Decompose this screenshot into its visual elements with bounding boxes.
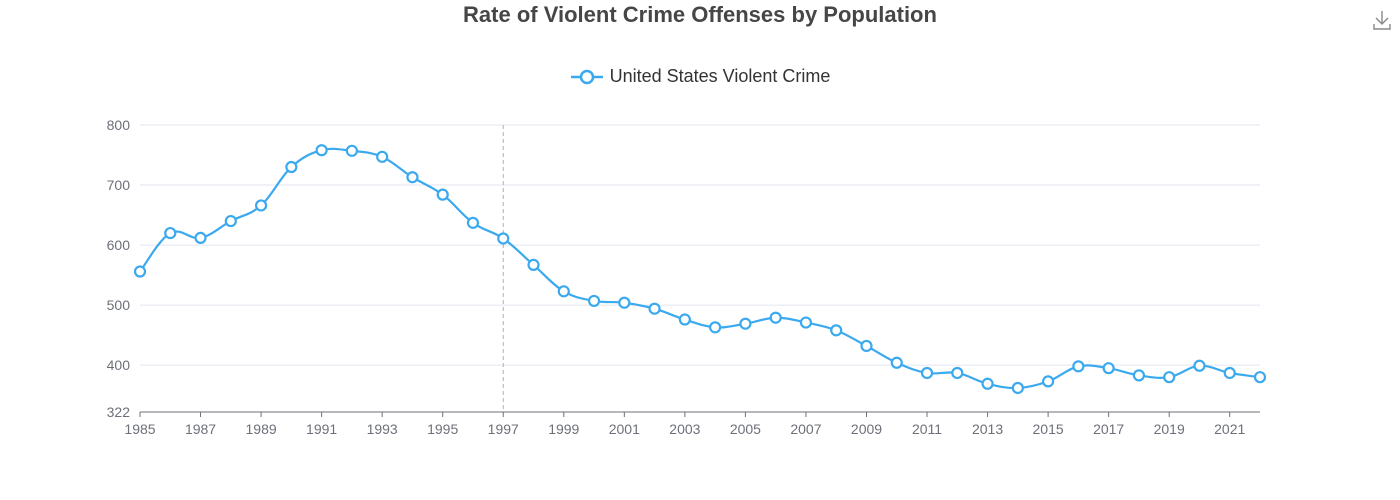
data-point-1994[interactable] <box>406 171 419 184</box>
data-point-2010[interactable] <box>890 356 903 369</box>
data-point-2020[interactable] <box>1193 359 1206 372</box>
data-point-1996[interactable] <box>466 216 480 229</box>
x-tick-label: 2011 <box>912 421 942 437</box>
data-point-2005[interactable] <box>739 317 752 330</box>
x-tick-label: 2015 <box>1033 421 1064 437</box>
data-point-2012[interactable] <box>951 366 964 380</box>
legend-item[interactable]: United States Violent Crime <box>570 66 831 87</box>
data-point-1992[interactable] <box>345 144 358 157</box>
data-point-1995[interactable] <box>436 188 449 201</box>
data-point-2014[interactable] <box>1011 381 1024 395</box>
data-point-2002[interactable] <box>648 302 661 315</box>
x-tick-label: 2005 <box>730 421 761 437</box>
data-point-2015[interactable] <box>1042 375 1055 388</box>
download-button[interactable] <box>1370 8 1394 32</box>
data-point-2007[interactable] <box>799 316 813 329</box>
data-point-2013[interactable] <box>981 377 994 390</box>
data-point-2001[interactable] <box>618 296 631 309</box>
data-point-1999[interactable] <box>557 285 570 298</box>
data-point-1989[interactable] <box>254 199 268 212</box>
legend-label: United States Violent Crime <box>609 66 831 86</box>
data-point-2006[interactable] <box>769 311 782 324</box>
x-tick-label: 2019 <box>1154 421 1185 437</box>
x-tick-label: 1987 <box>185 421 216 437</box>
data-point-2021[interactable] <box>1223 366 1236 380</box>
chart-title: Rate of Violent Crime Offenses by Popula… <box>463 2 937 27</box>
data-point-2011[interactable] <box>920 366 934 380</box>
data-point-1988[interactable] <box>224 214 237 228</box>
data-point-1987[interactable] <box>194 231 207 244</box>
x-tick-label: 1989 <box>246 421 277 437</box>
data-point-2022[interactable] <box>1253 371 1267 384</box>
data-point-2016[interactable] <box>1072 360 1085 373</box>
data-point-1990[interactable] <box>285 160 298 174</box>
legend: United States Violent Crime <box>0 66 1400 87</box>
data-point-1985[interactable] <box>133 265 147 278</box>
data-point-1991[interactable] <box>315 144 328 157</box>
data-point-2003[interactable] <box>678 313 691 326</box>
data-point-2008[interactable] <box>830 324 843 337</box>
data-point-1993[interactable] <box>376 150 389 163</box>
legend-marker-icon <box>570 69 603 84</box>
x-tick-label: 1985 <box>124 421 155 437</box>
x-tick-label: 1999 <box>548 421 579 437</box>
data-point-2019[interactable] <box>1163 371 1176 384</box>
y-tick-label: 500 <box>107 297 131 313</box>
data-point-2000[interactable] <box>587 294 601 308</box>
data-point-2018[interactable] <box>1132 369 1146 382</box>
data-point-1997[interactable] <box>497 232 510 245</box>
download-icon <box>1373 11 1391 30</box>
data-point-1986[interactable] <box>164 226 177 240</box>
data-point-1998[interactable] <box>527 258 540 271</box>
x-tick-label: 2001 <box>609 421 640 437</box>
y-tick-label: 600 <box>107 237 131 253</box>
x-tick-label: 2007 <box>790 421 821 437</box>
x-tick-label: 2013 <box>972 421 1003 437</box>
y-tick-label: 700 <box>107 177 131 193</box>
x-tick-label: 1993 <box>367 421 398 437</box>
y-tick-label: 400 <box>107 357 131 373</box>
x-tick-label: 2003 <box>669 421 700 437</box>
y-tick-label: 800 <box>107 117 131 133</box>
x-tick-label: 1995 <box>427 421 458 437</box>
x-tick-label: 2009 <box>851 421 882 437</box>
data-point-2009[interactable] <box>860 339 873 353</box>
y-tick-label: 322 <box>107 404 131 420</box>
x-tick-label: 2021 <box>1214 421 1245 437</box>
x-tick-label: 1991 <box>306 421 337 437</box>
x-tick-label: 2017 <box>1093 421 1124 437</box>
data-point-2004[interactable] <box>709 321 722 334</box>
x-tick-label: 1997 <box>488 421 519 437</box>
data-point-2017[interactable] <box>1102 362 1115 375</box>
